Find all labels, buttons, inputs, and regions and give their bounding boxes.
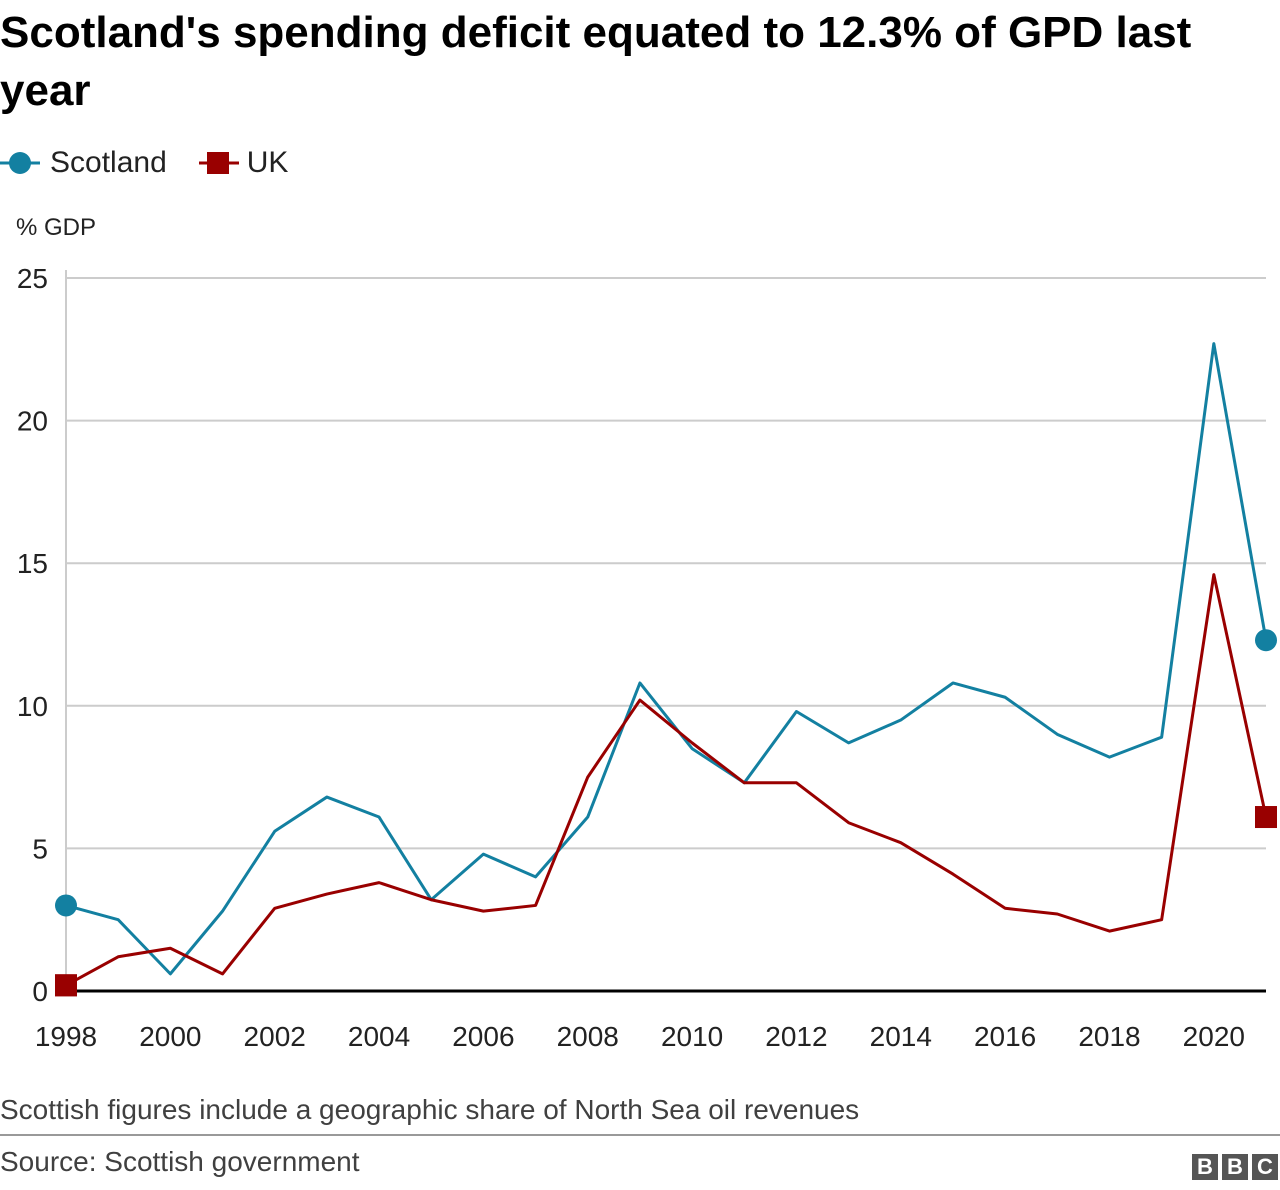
y-tick-label: 25 [17, 263, 48, 294]
x-tick-label: 2010 [661, 1021, 723, 1052]
data-point-uk [1255, 806, 1277, 829]
x-tick-label: 2004 [348, 1021, 410, 1052]
x-tick-label: 2000 [139, 1021, 201, 1052]
data-point-uk [55, 974, 77, 997]
x-tick-label: 2014 [870, 1021, 932, 1052]
y-tick-label: 10 [17, 691, 48, 722]
legend-label: UK [246, 146, 289, 179]
y-tick-label: 5 [32, 833, 48, 864]
x-tick-label: 2006 [452, 1021, 514, 1052]
y-tick-label: 15 [17, 548, 48, 579]
x-tick-label: 2002 [244, 1021, 306, 1052]
x-tick-label: 2008 [557, 1021, 619, 1052]
footnote: Scottish figures include a geographic sh… [0, 1094, 860, 1125]
legend-label: Scotland [50, 146, 167, 179]
line-chart: 0 5 10 15 20 25 1998 2000 2002 2004 2006 2008 2010 20… [17, 263, 1277, 1052]
x-tick-label: 1998 [35, 1021, 97, 1052]
series-line-uk [65, 573, 1268, 987]
x-tick-label: 2020 [1183, 1021, 1245, 1052]
data-point-scotland [55, 894, 77, 917]
y-axis-label: % GDP [16, 214, 97, 241]
circle-marker-icon [0, 152, 40, 174]
legend-item-scotland: Scotland [0, 146, 167, 180]
data-point-scotland [1255, 629, 1277, 652]
x-tick-label: 2016 [974, 1021, 1036, 1052]
legend-item-uk: UK [197, 146, 289, 180]
x-tick-label: 2012 [765, 1021, 827, 1052]
square-marker-icon [198, 152, 239, 174]
chart-title: Scotland's spending deficit equated to 1… [0, 8, 1192, 115]
divider [0, 1134, 1280, 1136]
legend: Scotland UK [0, 146, 318, 180]
y-tick-label: 0 [32, 976, 48, 1007]
source: Source: Scottish government [0, 1146, 360, 1177]
series-line-scotland [65, 342, 1268, 976]
y-tick-label: 20 [17, 406, 48, 437]
x-tick-label: 2018 [1078, 1021, 1140, 1052]
